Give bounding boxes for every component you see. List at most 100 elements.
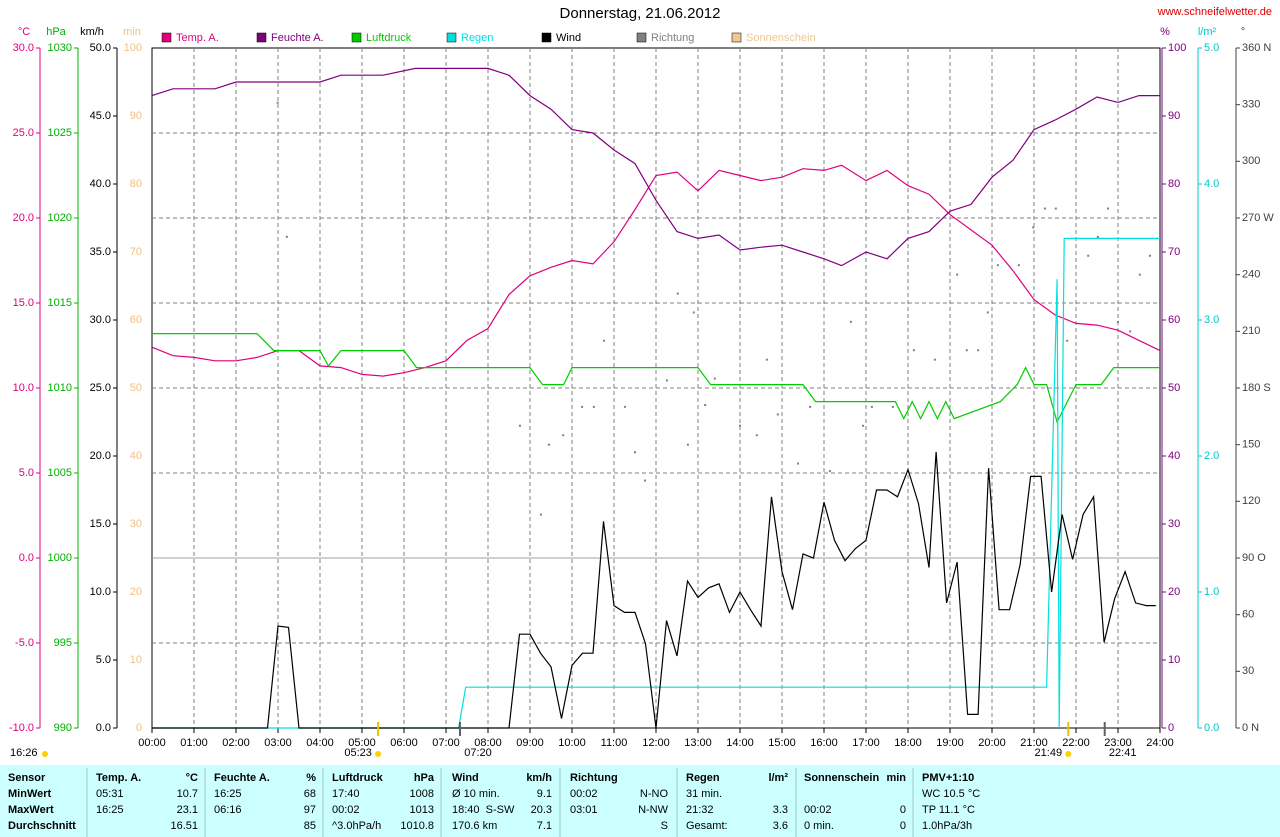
table-cell: 85 bbox=[304, 820, 316, 832]
direction-dot bbox=[665, 379, 668, 382]
y-tick-label: 20.0 bbox=[90, 450, 111, 462]
table-cell: 00:02 bbox=[332, 804, 360, 816]
x-tick-label: 10:00 bbox=[558, 737, 586, 749]
direction-dot bbox=[828, 470, 831, 473]
direction-dot bbox=[676, 292, 679, 295]
y-tick-label: 990 bbox=[54, 722, 72, 734]
x-tick-label: 13:00 bbox=[684, 737, 712, 749]
sun-icon bbox=[375, 751, 382, 757]
direction-dot bbox=[912, 349, 915, 352]
table-header: Temp. A. bbox=[96, 772, 141, 784]
table-row-label: MinWert bbox=[8, 788, 52, 800]
y-tick-label: 40 bbox=[130, 450, 142, 462]
table-cell: 10.7 bbox=[177, 788, 198, 800]
table-cell: 00:02 bbox=[804, 804, 832, 816]
direction-dot bbox=[1129, 330, 1132, 333]
annotation: 05:23 bbox=[344, 747, 372, 759]
direction-dot bbox=[602, 339, 605, 342]
legend-swatch bbox=[446, 32, 457, 43]
y-tick-label: 360 N bbox=[1242, 42, 1271, 54]
y-tick-label: 4.0 bbox=[1204, 178, 1219, 190]
legend-label: Wind bbox=[556, 32, 581, 44]
direction-dot bbox=[739, 424, 741, 427]
direction-dot bbox=[1096, 235, 1099, 238]
table-cell: 05:31 bbox=[96, 788, 124, 800]
table-cell: 0 bbox=[900, 804, 906, 816]
direction-dot bbox=[956, 273, 959, 276]
legend-swatch bbox=[256, 32, 267, 43]
y-tick-label: 70 bbox=[130, 246, 142, 258]
table-cell: Ø 10 min. bbox=[452, 788, 500, 800]
y-tick-label: 0.0 bbox=[96, 722, 111, 734]
y-tick-label: 210 bbox=[1242, 325, 1260, 337]
table-cell: 170.6 km bbox=[452, 820, 497, 832]
direction-dot bbox=[809, 405, 812, 408]
sun-icon bbox=[42, 751, 48, 757]
x-tick-label: 24:00 bbox=[1146, 737, 1174, 749]
direction-dot bbox=[704, 404, 707, 406]
direction-dot bbox=[996, 264, 999, 267]
direction-dot bbox=[986, 311, 989, 314]
direction-dot bbox=[562, 434, 565, 437]
direction-dot bbox=[1017, 264, 1020, 267]
y-tick-label: 240 bbox=[1242, 269, 1260, 281]
x-tick-label: 20:00 bbox=[978, 737, 1006, 749]
table-cell: 03:01 bbox=[570, 804, 598, 816]
legend-swatch bbox=[541, 32, 552, 43]
direction-dot bbox=[623, 405, 626, 408]
axis-unit: l/m² bbox=[1198, 26, 1217, 38]
table-cell: 17:40 bbox=[332, 788, 360, 800]
direction-dot bbox=[870, 405, 873, 408]
legend-label: Regen bbox=[461, 32, 493, 44]
table-header: PMV+1:10 bbox=[922, 772, 974, 784]
table-cell: 00:02 bbox=[570, 788, 598, 800]
y-tick-label: 2.0 bbox=[1204, 450, 1219, 462]
direction-dot bbox=[644, 479, 647, 482]
direction-dot bbox=[891, 405, 894, 408]
direction-dot bbox=[776, 413, 779, 416]
legend-label: Luftdruck bbox=[366, 32, 412, 44]
direction-dot bbox=[547, 443, 550, 446]
x-tick-label: 19:00 bbox=[936, 737, 964, 749]
table-background bbox=[0, 765, 1280, 837]
table-cell: 3.6 bbox=[773, 820, 788, 832]
direction-dot bbox=[849, 320, 852, 323]
table-cell: 21:32 bbox=[686, 804, 714, 816]
x-tick-label: 16:00 bbox=[810, 737, 838, 749]
direction-dot bbox=[1087, 254, 1090, 257]
y-tick-label: 1030 bbox=[48, 42, 72, 54]
x-tick-label: 08:00 bbox=[474, 737, 502, 749]
y-tick-label: 1020 bbox=[48, 212, 72, 224]
y-tick-label: 120 bbox=[1242, 495, 1260, 507]
legend-label: Feuchte A. bbox=[271, 32, 324, 44]
table-cell: 16:25 bbox=[96, 804, 124, 816]
y-tick-label: -5.0 bbox=[15, 637, 34, 649]
y-tick-label: 0.0 bbox=[1204, 722, 1219, 734]
table-cell: 16:25 bbox=[214, 788, 242, 800]
direction-dot bbox=[796, 462, 799, 465]
table-cell: 0 min. bbox=[804, 820, 834, 832]
y-tick-label: 25.0 bbox=[13, 127, 34, 139]
direction-dot bbox=[1138, 273, 1141, 276]
series-line bbox=[152, 451, 1156, 729]
table-cell: 68 bbox=[304, 788, 316, 800]
direction-dot bbox=[686, 443, 689, 446]
y-tick-label: 1005 bbox=[48, 467, 72, 479]
table-cell: WC 10.5 °C bbox=[922, 788, 980, 800]
y-tick-label: 50 bbox=[130, 382, 142, 394]
y-tick-label: 30 bbox=[1242, 665, 1254, 677]
direction-dot bbox=[755, 434, 758, 437]
y-tick-label: 10.0 bbox=[90, 586, 111, 598]
direction-dot bbox=[977, 349, 980, 352]
table-header: Richtung bbox=[570, 772, 618, 784]
direction-dot bbox=[765, 358, 768, 361]
x-tick-label: 01:00 bbox=[180, 737, 208, 749]
y-tick-label: 0.0 bbox=[19, 552, 34, 564]
table-header-unit: km/h bbox=[526, 772, 552, 784]
y-tick-label: 180 S bbox=[1242, 382, 1271, 394]
series-line bbox=[152, 237, 1160, 729]
table-cell: 9.1 bbox=[537, 788, 552, 800]
